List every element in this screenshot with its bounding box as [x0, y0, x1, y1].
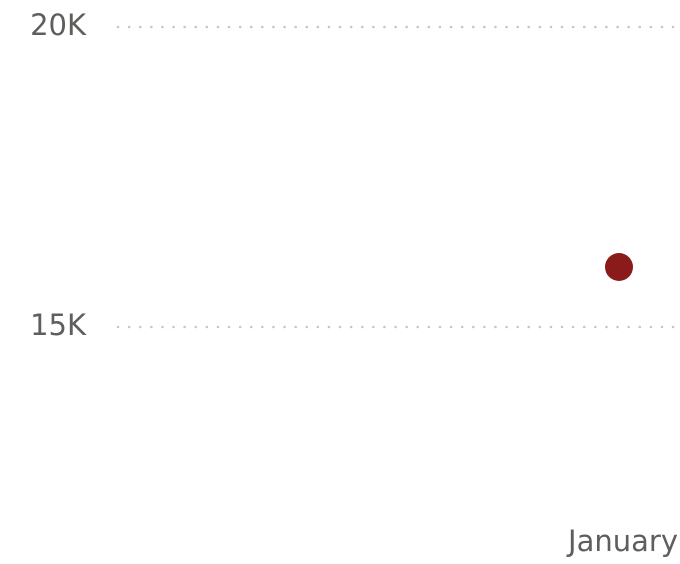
data-point: [605, 253, 633, 281]
y-tick-label: 20K: [30, 8, 87, 42]
x-tick-label: January: [566, 524, 678, 558]
y-tick-label: 15K: [30, 308, 87, 342]
